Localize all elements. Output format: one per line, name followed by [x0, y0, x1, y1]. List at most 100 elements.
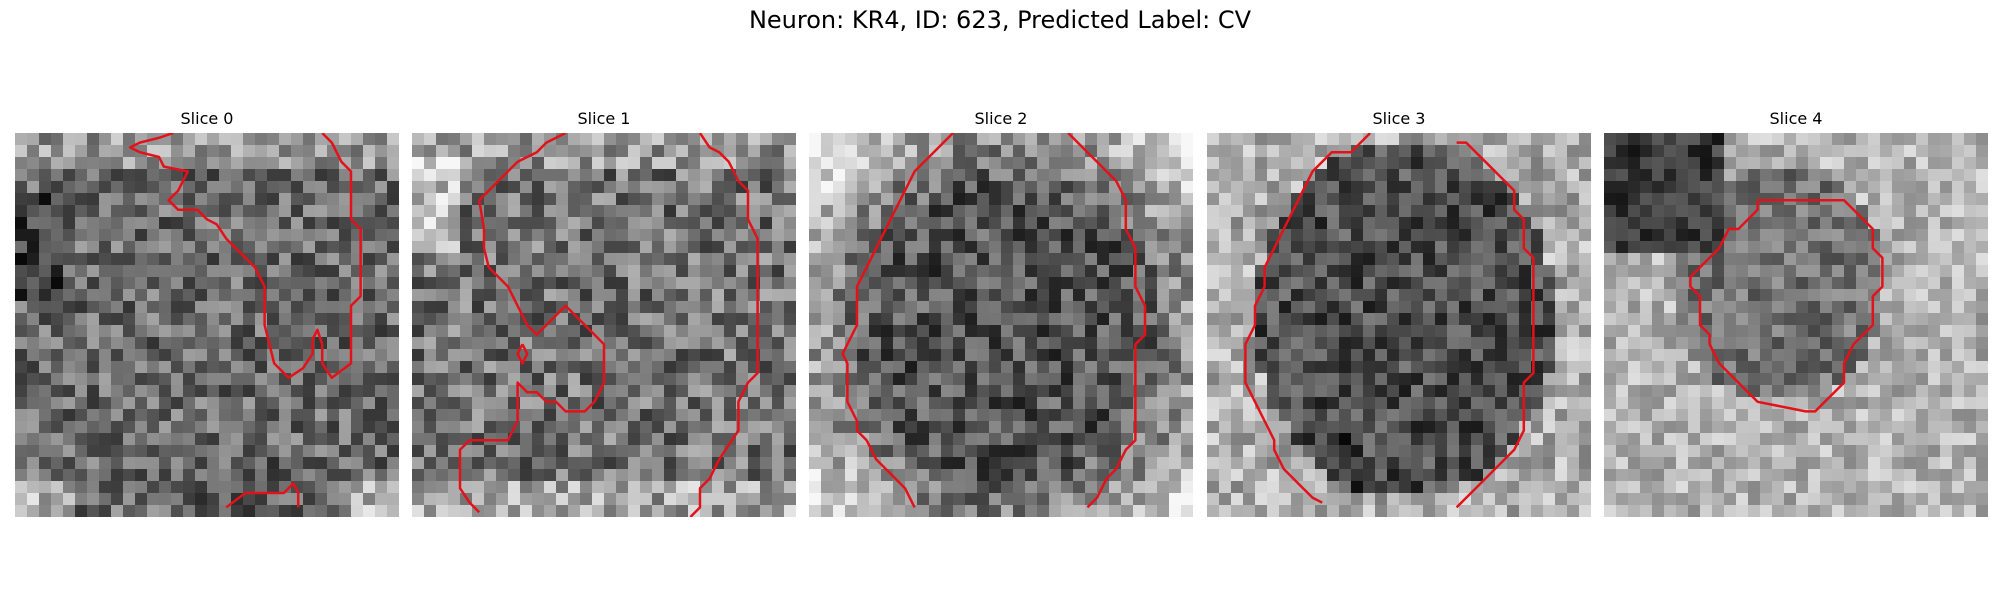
pixel-cell: [1279, 157, 1292, 170]
pixel-cell: [929, 217, 942, 230]
pixel-cell: [448, 193, 461, 206]
pixel-cell: [1243, 133, 1256, 146]
pixel-cell: [1676, 325, 1689, 338]
pixel-cell: [1483, 253, 1496, 266]
pixel-cell: [1628, 145, 1641, 158]
pixel-cell: [1423, 373, 1436, 386]
pixel-cell: [387, 337, 399, 350]
pixel-cell: [1387, 277, 1400, 290]
pixel-cell: [941, 169, 954, 182]
pixel-cell: [472, 157, 485, 170]
pixel-cell: [1133, 157, 1146, 170]
pixel-cell: [1399, 397, 1412, 410]
pixel-cell: [953, 361, 966, 374]
pixel-cell: [1061, 325, 1074, 338]
pixel-cell: [279, 481, 292, 494]
pixel-cell: [219, 241, 232, 254]
pixel-cell: [652, 265, 665, 278]
pixel-cell: [1169, 205, 1182, 218]
pixel-cell: [51, 169, 64, 182]
pixel-cell: [15, 145, 28, 158]
pixel-cell: [87, 409, 100, 422]
pixel-cell: [51, 361, 64, 374]
pixel-cell: [953, 481, 966, 494]
pixel-cell: [857, 469, 870, 482]
pixel-cell: [123, 253, 136, 266]
pixel-cell: [640, 337, 653, 350]
pixel-cell: [809, 385, 822, 398]
pixel-cell: [1736, 289, 1749, 302]
pixel-cell: [1013, 337, 1026, 350]
pixel-cell: [676, 205, 689, 218]
pixel-cell: [1784, 313, 1797, 326]
pixel-cell: [712, 325, 725, 338]
pixel-cell: [845, 193, 858, 206]
pixel-cell: [1796, 253, 1809, 266]
pixel-cell: [881, 277, 894, 290]
pixel-cell: [1327, 481, 1340, 494]
pixel-cell: [1628, 433, 1641, 446]
pixel-cell: [640, 205, 653, 218]
pixel-cell: [159, 265, 172, 278]
pixel-cell: [147, 313, 160, 326]
pixel-cell: [51, 145, 64, 158]
pixel-cell: [748, 373, 761, 386]
pixel-cell: [772, 145, 785, 158]
pixel-cell: [941, 469, 954, 482]
pixel-cell: [1109, 505, 1122, 517]
pixel-cell: [460, 169, 473, 182]
pixel-cell: [111, 433, 124, 446]
pixel-cell: [628, 361, 641, 374]
pixel-cell: [315, 193, 328, 206]
pixel-cell: [1688, 193, 1701, 206]
pixel-cell: [1219, 241, 1232, 254]
pixel-cell: [1169, 217, 1182, 230]
pixel-cell: [147, 205, 160, 218]
pixel-cell: [1832, 433, 1845, 446]
pixel-cell: [809, 241, 822, 254]
pixel-cell: [27, 373, 40, 386]
pixel-cell: [1868, 445, 1881, 458]
pixel-cell: [1327, 277, 1340, 290]
pixel-cell: [652, 229, 665, 242]
pixel-cell: [111, 337, 124, 350]
pixel-cell: [15, 493, 28, 506]
pixel-cell: [351, 385, 364, 398]
pixel-cell: [1411, 325, 1424, 338]
pixel-cell: [676, 313, 689, 326]
pixel-cell: [953, 469, 966, 482]
pixel-cell: [195, 157, 208, 170]
pixel-cell: [448, 385, 461, 398]
pixel-cell: [1892, 133, 1905, 146]
pixel-cell: [568, 325, 581, 338]
pixel-cell: [1423, 433, 1436, 446]
pixel-cell: [616, 229, 629, 242]
pixel-cell: [1121, 133, 1134, 146]
pixel-cell: [905, 253, 918, 266]
pixel-cell: [219, 301, 232, 314]
pixel-cell: [724, 373, 737, 386]
pixel-cell: [424, 169, 437, 182]
pixel-cell: [63, 157, 76, 170]
pixel-cell: [1339, 241, 1352, 254]
pixel-cell: [833, 457, 846, 470]
pixel-cell: [1037, 241, 1050, 254]
pixel-cell: [1495, 205, 1508, 218]
pixel-cell: [436, 289, 449, 302]
pixel-cell: [243, 181, 256, 194]
pixel-cell: [135, 433, 148, 446]
pixel-cell: [760, 229, 773, 242]
pixel-cell: [1748, 277, 1761, 290]
pixel-cell: [1832, 337, 1845, 350]
pixel-cell: [1037, 457, 1050, 470]
pixel-cell: [1844, 409, 1857, 422]
pixel-cell: [628, 373, 641, 386]
pixel-cell: [1724, 289, 1737, 302]
pixel-cell: [291, 253, 304, 266]
pixel-cell: [231, 433, 244, 446]
pixel-cell: [1303, 253, 1316, 266]
pixel-cell: [1832, 133, 1845, 146]
pixel-cell: [207, 493, 220, 506]
pixel-cell: [1555, 133, 1568, 146]
pixel-cell: [412, 241, 425, 254]
